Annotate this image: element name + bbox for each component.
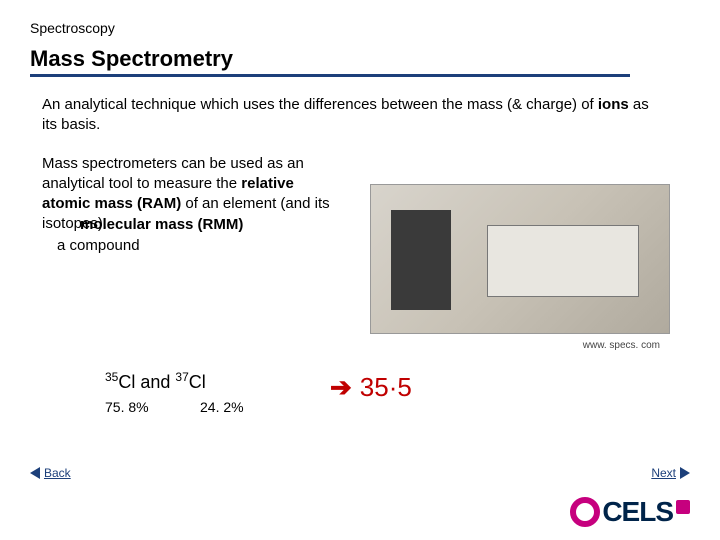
logo-ring-icon: [570, 497, 600, 527]
logo-badge-icon: [676, 500, 690, 514]
cl-2: Cl: [189, 372, 206, 392]
para1-ions: ions: [598, 96, 629, 113]
back-link[interactable]: Back: [30, 466, 71, 480]
percent-35: 75. 8%: [105, 399, 200, 415]
arrow-icon: ➔: [330, 372, 352, 403]
title-underline: [30, 74, 630, 77]
paragraph-2: Mass spectrometers can be used as an ana…: [42, 154, 342, 235]
paragraph-1: An analytical technique which uses the d…: [42, 95, 652, 136]
triangle-left-icon: [30, 467, 40, 479]
mass-37: 37: [175, 370, 188, 384]
para1-a: An analytical technique which uses the d…: [42, 96, 598, 113]
next-label: Next: [651, 466, 676, 480]
mass-35: 35: [105, 370, 118, 384]
back-label: Back: [44, 466, 71, 480]
triangle-right-icon: [680, 467, 690, 479]
percent-37: 24. 2%: [200, 399, 244, 415]
para2-rmm-overlap: molecular mass (RMM): [80, 215, 243, 235]
cels-logo: CELS: [570, 496, 690, 528]
and-text: and: [135, 372, 175, 392]
image-caption: www. specs. com: [583, 340, 660, 351]
para2-compound-overlap: a compound: [57, 236, 140, 256]
isotope-line1: 35Cl and 37Cl: [105, 370, 244, 393]
slide: Spectroscopy Mass Spectrometry An analyt…: [0, 0, 720, 540]
logo-text: CELS: [602, 496, 673, 528]
next-link[interactable]: Next: [651, 466, 690, 480]
breadcrumb: Spectroscopy: [30, 20, 690, 36]
result-block: ➔ 35·5: [330, 372, 412, 403]
instrument-photo: [370, 184, 670, 334]
result-value: 35·5: [360, 372, 412, 402]
page-title: Mass Spectrometry: [30, 46, 690, 72]
isotope-block: 35Cl and 37Cl 75. 8%24. 2%: [105, 370, 244, 415]
isotope-line2: 75. 8%24. 2%: [105, 399, 244, 415]
cl-1: Cl: [118, 372, 135, 392]
